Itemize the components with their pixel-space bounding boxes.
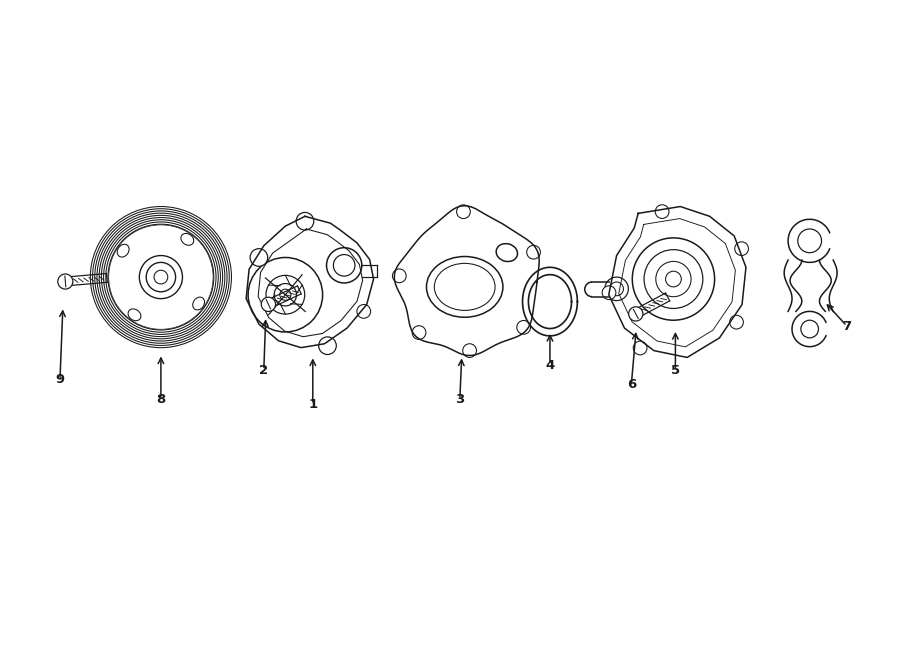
Circle shape [58, 274, 73, 289]
Circle shape [609, 282, 624, 295]
Text: 5: 5 [670, 364, 680, 377]
Circle shape [261, 297, 275, 311]
Ellipse shape [193, 297, 204, 310]
Circle shape [656, 261, 691, 297]
Text: 9: 9 [56, 373, 65, 387]
Circle shape [274, 284, 296, 306]
Circle shape [666, 271, 681, 287]
Circle shape [280, 289, 291, 300]
Text: 3: 3 [455, 393, 464, 406]
Circle shape [109, 225, 213, 329]
Circle shape [154, 270, 167, 284]
Circle shape [463, 344, 476, 358]
Circle shape [602, 286, 616, 299]
Circle shape [250, 249, 267, 266]
Text: 6: 6 [626, 378, 636, 391]
Text: 2: 2 [259, 364, 268, 377]
Circle shape [801, 320, 818, 338]
Circle shape [412, 326, 426, 340]
Ellipse shape [181, 233, 194, 245]
Circle shape [319, 337, 337, 354]
Text: 1: 1 [308, 398, 318, 411]
Circle shape [629, 307, 643, 321]
Circle shape [655, 205, 669, 219]
Ellipse shape [496, 244, 518, 262]
Circle shape [734, 242, 749, 256]
Circle shape [248, 258, 322, 332]
Circle shape [146, 262, 176, 292]
Circle shape [392, 269, 406, 283]
Text: 4: 4 [545, 359, 554, 371]
Circle shape [296, 212, 314, 230]
Circle shape [140, 256, 183, 299]
Circle shape [333, 254, 355, 276]
Circle shape [634, 341, 647, 355]
Circle shape [266, 276, 305, 314]
Circle shape [357, 305, 371, 318]
Circle shape [605, 277, 628, 301]
Text: 7: 7 [842, 319, 851, 332]
Circle shape [730, 315, 743, 329]
Ellipse shape [427, 256, 503, 317]
Circle shape [633, 238, 715, 320]
Ellipse shape [435, 263, 495, 311]
Circle shape [526, 245, 540, 259]
Circle shape [644, 250, 703, 309]
Circle shape [517, 321, 530, 334]
Circle shape [456, 205, 471, 219]
Ellipse shape [117, 245, 129, 257]
Circle shape [327, 248, 362, 283]
Text: 8: 8 [157, 393, 166, 406]
Circle shape [797, 229, 822, 253]
Ellipse shape [128, 309, 141, 321]
